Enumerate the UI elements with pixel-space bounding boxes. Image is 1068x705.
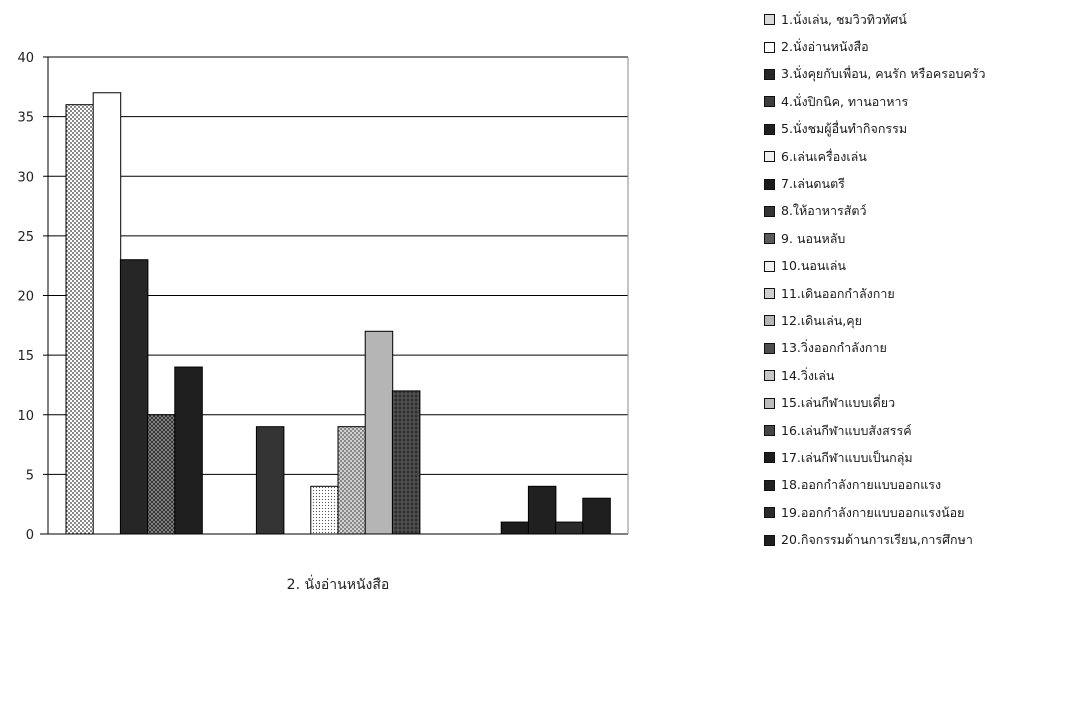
legend-item: 15.เล่นกีฬาแบบเดี่ยว [764,389,1064,416]
bar [528,486,556,534]
legend-label: 16.เล่นกีฬาแบบสังสรรค์ [781,421,912,441]
y-tick-label: 20 [17,290,34,305]
legend-label: 7.เล่นดนตรี [781,174,845,194]
legend-swatch [764,288,775,299]
legend-label: 6.เล่นเครื่องเล่น [781,147,867,167]
legend-item: 9. นอนหลับ [764,225,1064,252]
legend-label: 20.กิจกรรมด้านการเรียน,การศึกษา [781,530,973,550]
legend-label: 9. นอนหลับ [781,229,845,249]
legend-swatch [764,425,775,436]
legend-swatch [764,124,775,135]
legend-item: 11.เดินออกกำลังกาย [764,280,1064,307]
y-tick-label: 10 [17,409,34,424]
y-axis-ticks: 0 5 10 15 20 25 30 35 40 [17,51,48,543]
bar [175,367,203,534]
bar [365,331,393,534]
bar [583,498,611,534]
legend-label: 15.เล่นกีฬาแบบเดี่ยว [781,393,895,413]
legend-swatch [764,343,775,354]
legend-swatch [764,233,775,244]
legend-label: 14.วิ่งเล่น [781,366,834,386]
y-tick-label: 15 [17,349,34,364]
legend-item: 12.เดินเล่น,คุย [764,307,1064,334]
legend-item: 20.กิจกรรมด้านการเรียน,การศึกษา [764,526,1064,553]
legend-label: 4.นั่งปิกนิค, ทานอาหาร [781,92,908,112]
legend-swatch [764,370,775,381]
legend-item: 10.นอนเล่น [764,253,1064,280]
legend-swatch [764,535,775,546]
legend-swatch [764,151,775,162]
legend-item: 13.วิ่งออกกำลังกาย [764,335,1064,362]
legend-item: 3.นั่งคุยกับเพื่อน, คนรัก หรือครอบครัว [764,61,1064,88]
legend-swatch [764,507,775,518]
legend-item: 16.เล่นกีฬาแบบสังสรรค์ [764,417,1064,444]
legend-label: 5.นั่งชมผู้อื่นทำกิจกรรม [781,119,907,139]
bar-chart: 0 5 10 15 20 25 30 35 40 2. นั่งอ่านหนังสือ [0,0,760,705]
y-tick-label: 40 [17,51,34,66]
legend-label: 2.นั่งอ่านหนังสือ [781,37,869,57]
legend-swatch [764,452,775,463]
bar [148,415,176,534]
legend-swatch [764,398,775,409]
legend-swatch [764,179,775,190]
legend-swatch [764,42,775,53]
bar [392,391,420,534]
legend-label: 17.เล่นกีฬาแบบเป็นกลุ่ม [781,448,913,468]
legend-swatch [764,261,775,272]
legend-swatch [764,206,775,217]
bar [66,105,94,534]
bar [256,427,284,534]
legend-item: 7.เล่นดนตรี [764,170,1064,197]
legend-label: 13.วิ่งออกกำลังกาย [781,338,887,358]
y-tick-label: 35 [17,111,34,126]
legend-swatch [764,14,775,25]
legend-label: 8.ให้อาหารสัตว์ [781,201,867,221]
legend-swatch [764,315,775,326]
legend-item: 5.นั่งชมผู้อื่นทำกิจกรรม [764,116,1064,143]
y-tick-label: 0 [26,528,34,543]
legend-item: 4.นั่งปิกนิค, ทานอาหาร [764,88,1064,115]
bar [501,522,529,534]
legend-label: 18.ออกกำลังกายแบบออกแรง [781,475,941,495]
y-tick-label: 5 [26,468,34,483]
bar [338,427,366,534]
legend-label: 12.เดินเล่น,คุย [781,311,862,331]
legend-label: 1.นั่งเล่น, ชมวิวทิวทัศน์ [781,10,907,30]
chart-legend: 1.นั่งเล่น, ชมวิวทิวทัศน์ 2.นั่งอ่านหนังส… [764,6,1064,554]
legend-item: 6.เล่นเครื่องเล่น [764,143,1064,170]
legend-label: 11.เดินออกกำลังกาย [781,284,895,304]
legend-swatch [764,96,775,107]
legend-item: 8.ให้อาหารสัตว์ [764,198,1064,225]
legend-swatch [764,69,775,80]
bar [93,93,121,534]
y-tick-label: 25 [17,230,34,245]
legend-item: 14.วิ่งเล่น [764,362,1064,389]
x-axis-label: 2. นั่งอ่านหนังสือ [287,575,390,593]
bar [120,260,147,534]
legend-label: 10.นอนเล่น [781,256,846,276]
bar [556,522,584,534]
bar [311,486,339,534]
legend-swatch [764,480,775,491]
legend-item: 2.นั่งอ่านหนังสือ [764,33,1064,60]
legend-label: 3.นั่งคุยกับเพื่อน, คนรัก หรือครอบครัว [781,64,986,84]
legend-label: 19.ออกกำลังกายแบบออกแรงน้อย [781,503,964,523]
legend-item: 17.เล่นกีฬาแบบเป็นกลุ่ม [764,444,1064,471]
legend-item: 18.ออกกำลังกายแบบออกแรง [764,472,1064,499]
y-tick-label: 30 [17,170,34,185]
legend-item: 19.ออกกำลังกายแบบออกแรงน้อย [764,499,1064,526]
legend-item: 1.นั่งเล่น, ชมวิวทิวทัศน์ [764,6,1064,33]
